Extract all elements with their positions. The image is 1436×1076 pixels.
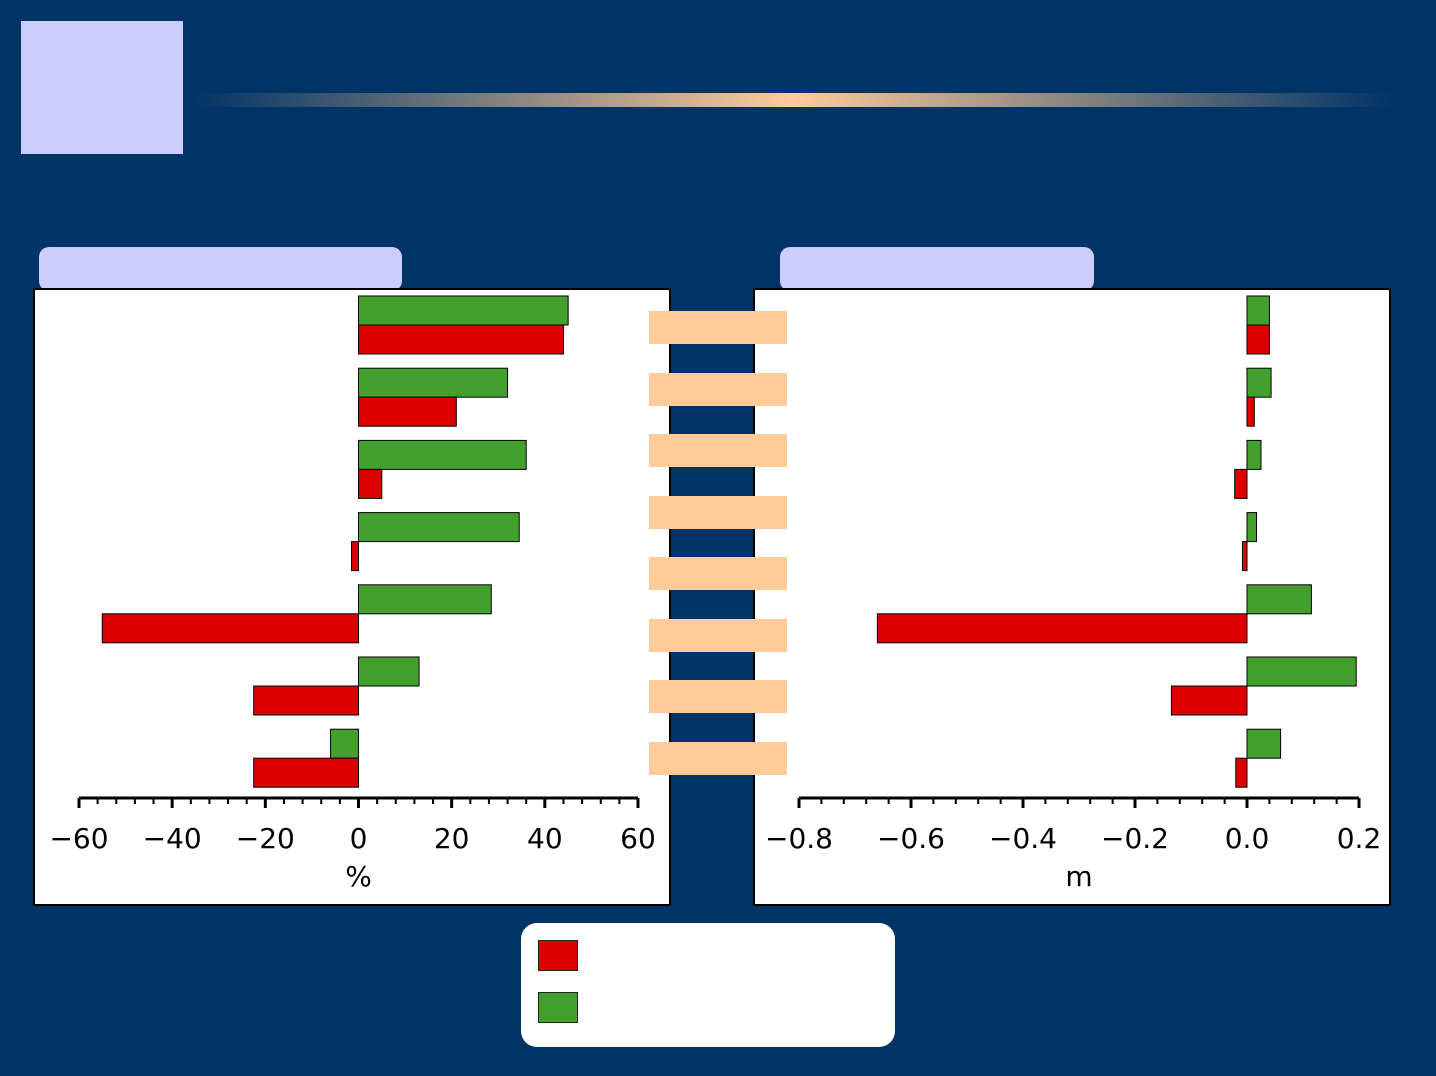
left-bar-s1-7 bbox=[253, 757, 359, 788]
left-bar-s2-3 bbox=[358, 439, 527, 470]
right-x-axis-label: m bbox=[1065, 860, 1092, 893]
right-tick-label: 0.2 bbox=[1337, 822, 1382, 855]
legend-swatch-green bbox=[538, 992, 578, 1023]
left-chart-plot-area bbox=[33, 288, 671, 906]
right-bar-s2-5 bbox=[1246, 584, 1312, 615]
category-label-band-5 bbox=[649, 557, 787, 590]
right-bar-s1-1 bbox=[1246, 324, 1270, 355]
right-bar-s2-4 bbox=[1246, 512, 1258, 543]
right-bar-s2-3 bbox=[1246, 439, 1262, 470]
legend bbox=[521, 923, 895, 1047]
right-bar-s1-7 bbox=[1235, 757, 1248, 788]
left-tick-label: −20 bbox=[236, 822, 295, 855]
left-tick-label: −40 bbox=[143, 822, 202, 855]
legend-swatch-red bbox=[538, 940, 578, 971]
left-bar-s1-5 bbox=[101, 613, 360, 644]
left-bar-s1-6 bbox=[253, 685, 359, 716]
category-label-band-3 bbox=[649, 434, 787, 467]
left-bar-s1-3 bbox=[358, 468, 383, 499]
left-x-axis-label: % bbox=[345, 860, 372, 893]
right-bar-s2-7 bbox=[1246, 728, 1282, 759]
left-tick-label: 0 bbox=[350, 822, 368, 855]
left-bar-s2-4 bbox=[358, 512, 520, 543]
right-tick-label: −0.8 bbox=[765, 822, 833, 855]
category-label-band-1 bbox=[649, 311, 787, 344]
left-bar-s2-5 bbox=[358, 584, 492, 615]
category-label-band-8 bbox=[649, 742, 787, 775]
left-tick-label: 60 bbox=[620, 822, 656, 855]
right-tick-label: −0.2 bbox=[1101, 822, 1169, 855]
right-bar-s2-2 bbox=[1246, 367, 1272, 398]
title-logo-block bbox=[21, 21, 183, 154]
right-bar-s1-6 bbox=[1170, 685, 1248, 716]
left-bar-s1-2 bbox=[358, 396, 457, 427]
right-tick-label: −0.4 bbox=[989, 822, 1057, 855]
left-panel-title-box bbox=[39, 247, 402, 291]
category-label-band-2 bbox=[649, 373, 787, 406]
left-chart: −60 −40 −20 0 20 40 60% bbox=[33, 288, 671, 906]
left-bar-s2-7 bbox=[330, 728, 359, 759]
left-bar-s1-4 bbox=[351, 541, 360, 572]
category-label-band-6 bbox=[649, 619, 787, 652]
left-tick-label: −60 bbox=[49, 822, 108, 855]
right-tick-label: 0.0 bbox=[1225, 822, 1270, 855]
right-bar-s1-5 bbox=[876, 613, 1248, 644]
right-bar-s1-3 bbox=[1234, 468, 1248, 499]
left-bar-s2-6 bbox=[358, 656, 420, 687]
right-panel-title-box bbox=[780, 247, 1094, 291]
left-tick-label: 40 bbox=[527, 822, 563, 855]
right-tick-label: −0.6 bbox=[877, 822, 945, 855]
header-divider-bar bbox=[190, 93, 1395, 107]
left-bar-s1-1 bbox=[358, 324, 564, 355]
right-bar-s2-1 bbox=[1246, 295, 1270, 326]
left-bar-s2-1 bbox=[358, 295, 569, 326]
left-tick-label: 20 bbox=[434, 822, 470, 855]
right-bar-s1-4 bbox=[1242, 541, 1248, 572]
category-label-band-4 bbox=[649, 496, 787, 529]
left-bar-s2-2 bbox=[358, 367, 509, 398]
right-chart: −0.8 −0.6 −0.4 −0.2 0.0 0.2 m bbox=[753, 288, 1391, 906]
category-label-band-7 bbox=[649, 680, 787, 713]
right-bar-s1-2 bbox=[1246, 396, 1255, 427]
right-bar-s2-6 bbox=[1246, 656, 1357, 687]
